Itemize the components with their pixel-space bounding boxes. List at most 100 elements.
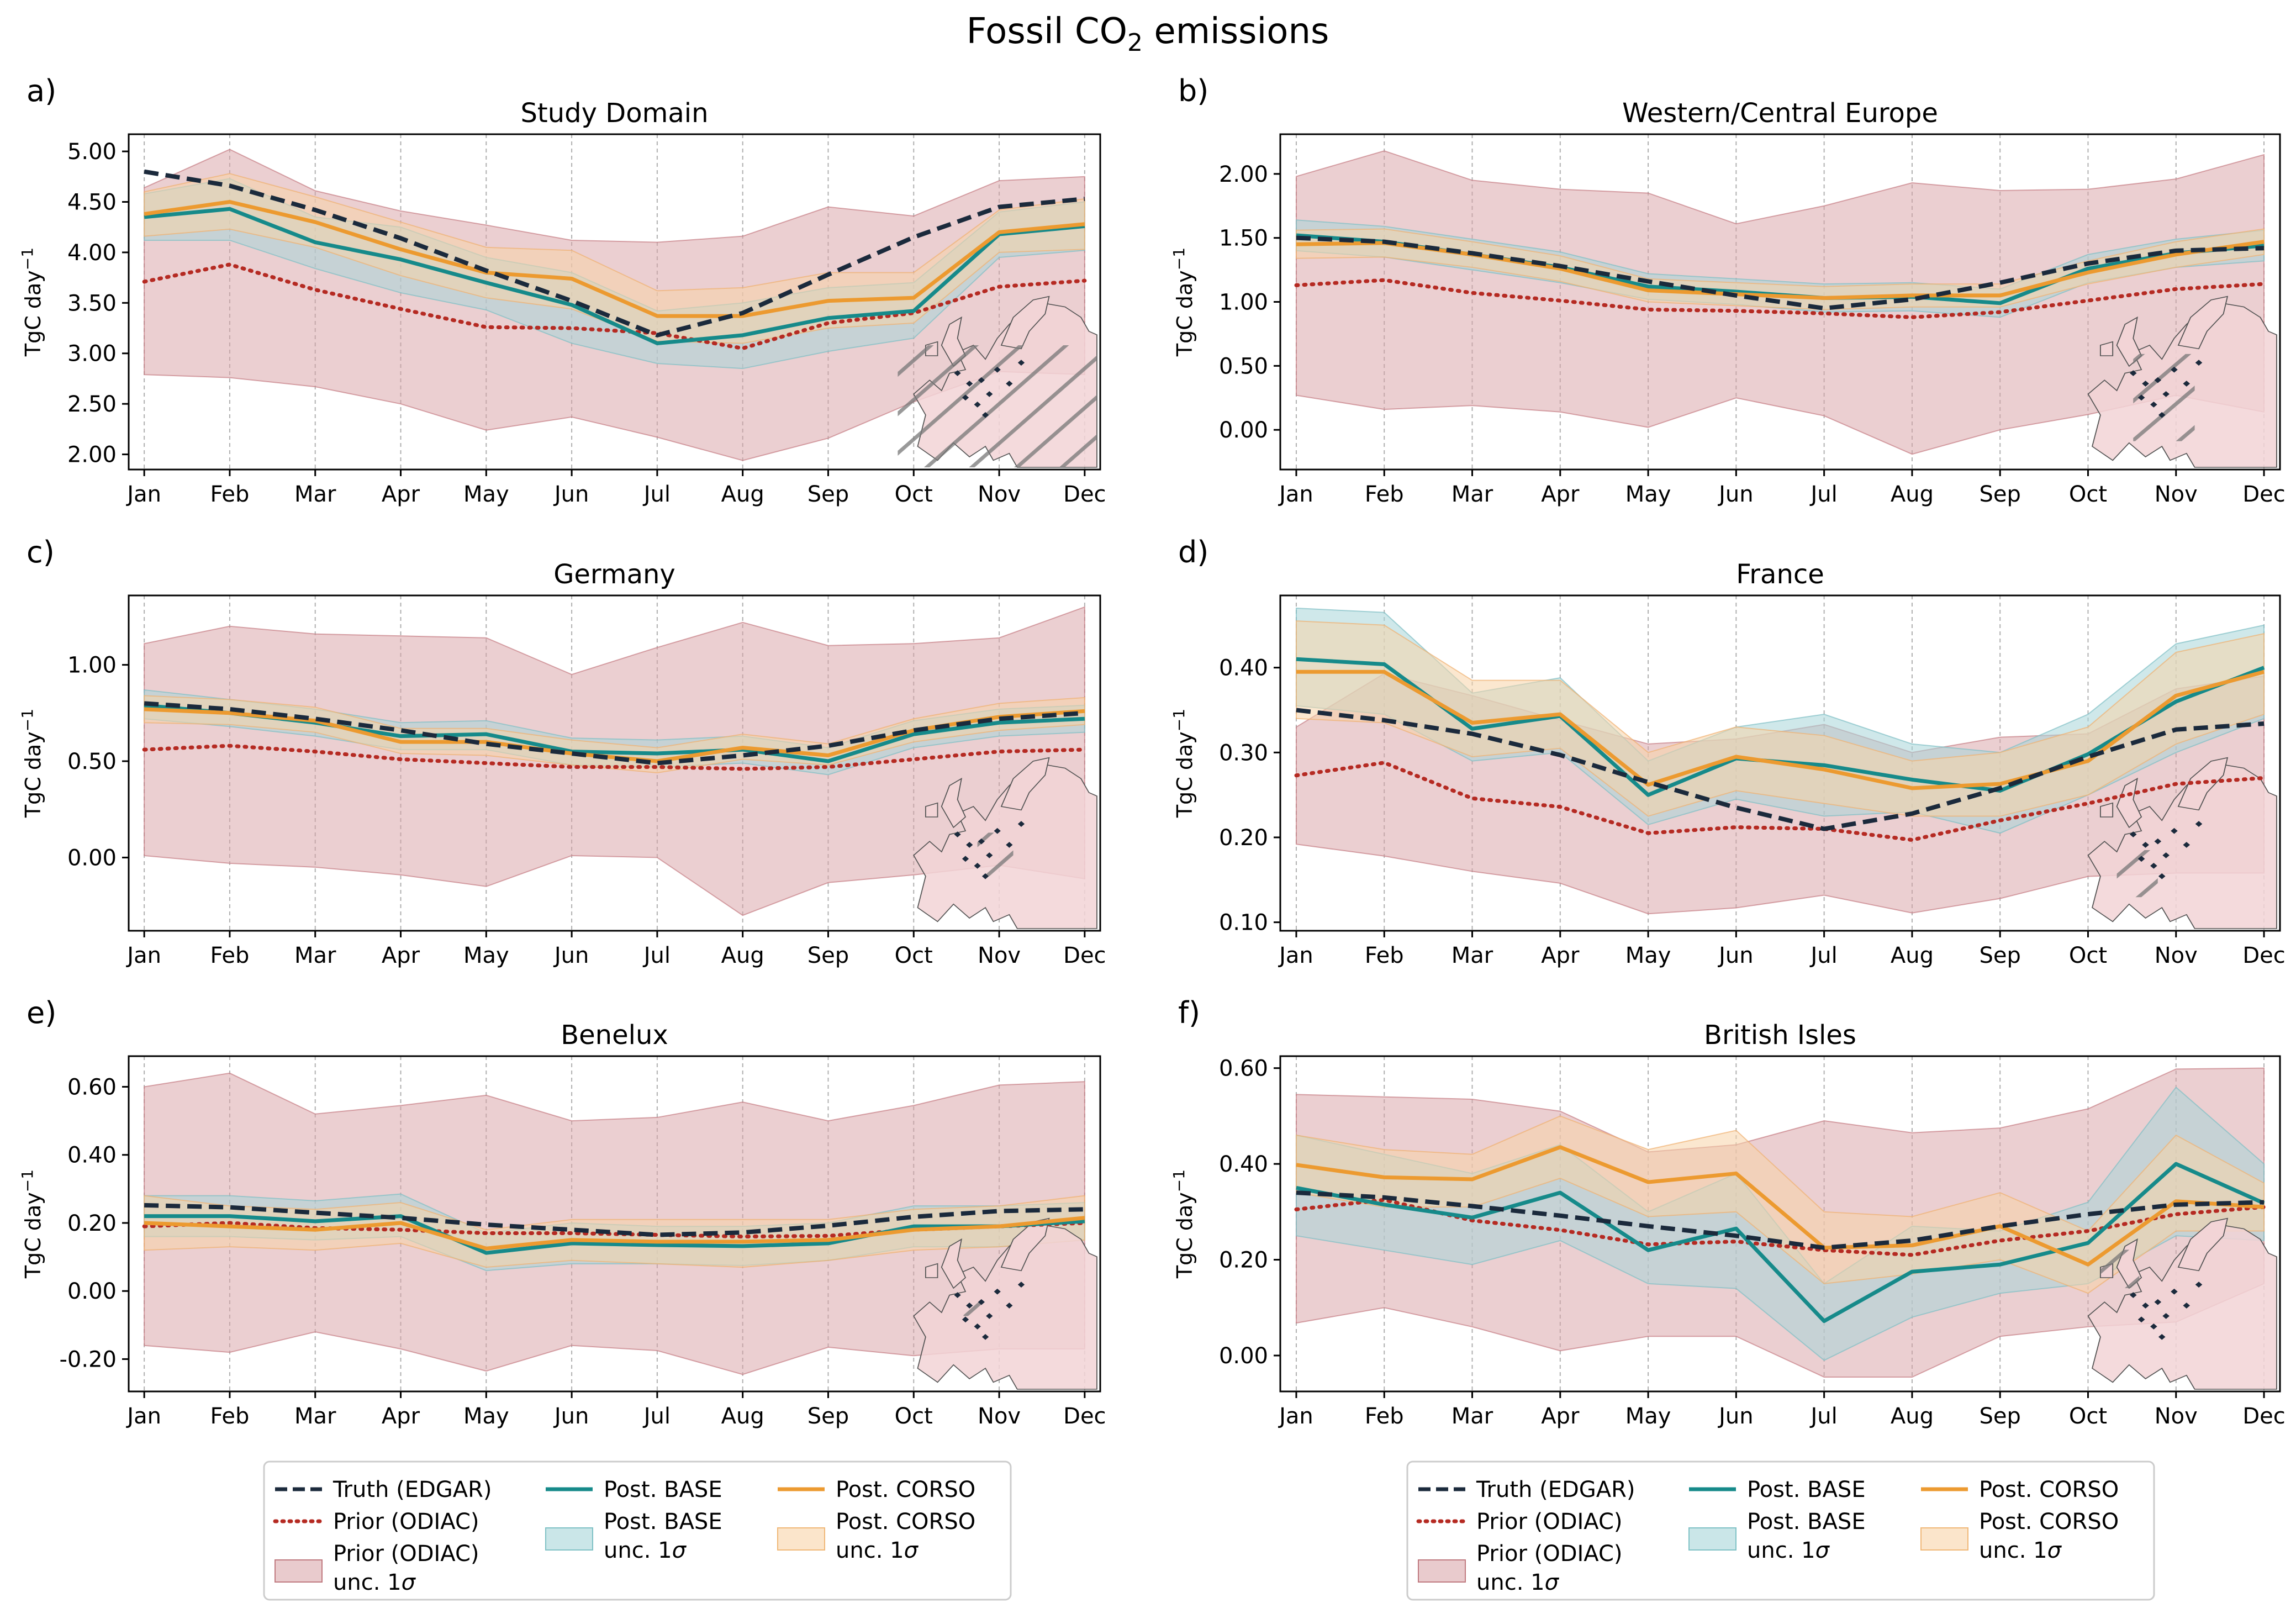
chart-panel-0: Jan Feb Mar Apr May Jun Jul Aug Sep Oct Nov Dec 2.00… xyxy=(18,73,1106,507)
series-line-1 xyxy=(142,262,1087,351)
series-line-3 xyxy=(1296,1145,2265,1267)
y-tick-label: 1.00 xyxy=(67,653,117,678)
axes-frame xyxy=(1279,594,2281,932)
inset-map-hatched-region xyxy=(977,832,1014,877)
series-line-0 xyxy=(1296,1190,2265,1250)
series-line-1 xyxy=(142,744,1087,771)
y-tick-label: 0.00 xyxy=(1219,418,1268,443)
panel-title: France xyxy=(1736,559,1824,590)
legend-prior-unc-label-2: unc. 1σ xyxy=(1476,1570,1560,1595)
panel-letter: a) xyxy=(27,73,56,108)
panel-letter: e) xyxy=(27,995,56,1030)
x-tick-label: Mar xyxy=(294,1404,336,1429)
inset-map-station xyxy=(2137,1316,2145,1323)
inset-map-station xyxy=(978,838,985,845)
x-tick-label: Feb xyxy=(1365,1404,1404,1429)
y-axis-label-sup: −1 xyxy=(18,709,36,731)
legend-corso-unc-swatch xyxy=(1920,1527,1968,1551)
inset-map-station xyxy=(2195,360,2203,366)
legend-frame xyxy=(1406,1460,2155,1601)
plot-area xyxy=(142,134,1097,470)
y-tick-label: 0.00 xyxy=(67,1279,117,1304)
x-tick-label: May xyxy=(1625,482,1671,507)
x-tick-label: Mar xyxy=(1452,482,1493,507)
axes-frame xyxy=(128,133,1101,471)
y-tick-label: -0.20 xyxy=(60,1347,117,1372)
y-axis-label-sup: −1 xyxy=(18,1169,36,1192)
y-axis-label: TgC day−1 xyxy=(1170,709,1197,818)
legend-corso-unc-label-1: Post. CORSO xyxy=(1979,1509,2119,1535)
y-axis-label-main: TgC day xyxy=(21,270,45,357)
y-tick-label: 4.50 xyxy=(67,189,117,215)
x-tick-label: Apr xyxy=(382,482,420,507)
x-tick-label: Aug xyxy=(721,1404,764,1429)
inset-map-station xyxy=(2183,1303,2191,1309)
chart-panel-2: Jan Feb Mar Apr May Jun Jul Aug Sep Oct Nov Dec 0.00… xyxy=(18,535,1106,968)
inset-map-scandinavia xyxy=(2177,296,2229,350)
inset-map-station xyxy=(978,377,985,383)
y-tick-label: 0.40 xyxy=(1219,656,1268,681)
x-tick-label: Oct xyxy=(895,1404,933,1429)
y-tick-label: 0.00 xyxy=(1219,1343,1268,1369)
plot-area xyxy=(142,1056,1097,1391)
x-tick-label: Aug xyxy=(1891,1404,1934,1429)
legend-prior-unc-swatch xyxy=(1418,1559,1466,1583)
series-line-2 xyxy=(144,1214,1085,1255)
x-tick-label: Dec xyxy=(1063,943,1106,968)
legend-corso-unc-label-1: Post. CORSO xyxy=(836,1509,975,1535)
panel-title: Germany xyxy=(553,559,675,590)
x-tick-label: Sep xyxy=(1980,1404,2021,1429)
x-tick-label: Feb xyxy=(210,1404,250,1429)
x-tick-label: Oct xyxy=(895,943,933,968)
inset-map-uk xyxy=(2099,316,2142,367)
inset-map xyxy=(913,1217,1097,1390)
x-tick-label: Jul xyxy=(642,1404,671,1429)
panel-letter: b) xyxy=(1178,73,1208,108)
x-tick-label: Oct xyxy=(895,482,933,507)
chart-panel-4: Jan Feb Mar Apr May Jun Jul Aug Sep Oct Nov Dec -0.2… xyxy=(18,995,1106,1429)
panel-title: Benelux xyxy=(561,1020,668,1051)
legend-truth-label: Truth (EDGAR) xyxy=(1476,1477,1635,1502)
inset-map-scandinavia xyxy=(1000,1217,1050,1272)
plot-area xyxy=(1294,134,2277,470)
x-tick-label: Aug xyxy=(1891,943,1934,968)
x-tick-label: Nov xyxy=(978,1404,1021,1429)
y-axis-label-sup: −1 xyxy=(1170,709,1188,731)
inset-map-station xyxy=(2158,1333,2166,1340)
legend-truth-label: Truth (EDGAR) xyxy=(332,1477,492,1502)
x-tick-label: Aug xyxy=(721,943,764,968)
x-tick-label: Jul xyxy=(1809,1404,1838,1429)
series-line-1 xyxy=(1294,278,2266,319)
y-tick-label: 0.50 xyxy=(67,749,117,774)
inset-map-station xyxy=(962,1316,969,1323)
x-tick-label: Nov xyxy=(2155,943,2198,968)
legend-base-unc-label-1: Post. BASE xyxy=(604,1509,722,1535)
x-tick-label: Mar xyxy=(294,943,336,968)
axes-frame xyxy=(128,1055,1101,1393)
y-axis-label-main: TgC day xyxy=(1173,1192,1197,1279)
legend-corso-label: Post. CORSO xyxy=(1979,1477,2119,1502)
x-tick-label: Jan xyxy=(1278,482,1313,507)
inset-map-station xyxy=(962,394,969,401)
legend-base-unc-label-2: unc. 1σ xyxy=(604,1538,687,1563)
x-tick-label: Sep xyxy=(1980,482,2021,507)
x-tick-label: Sep xyxy=(807,482,849,507)
x-tick-label: Nov xyxy=(2155,1404,2198,1429)
y-tick-label: 0.00 xyxy=(67,845,117,871)
x-tick-label: Jan xyxy=(125,1404,161,1429)
x-tick-label: Apr xyxy=(382,943,420,968)
x-tick-label: Oct xyxy=(2069,1404,2107,1429)
x-tick-label: Jul xyxy=(1809,482,1838,507)
series-line-0 xyxy=(144,1203,1085,1237)
x-tick-label: Apr xyxy=(1541,943,1580,968)
y-axis-label: TgC day−1 xyxy=(18,1169,45,1279)
x-tick-label: Apr xyxy=(1541,1404,1580,1429)
x-tick-label: Feb xyxy=(210,482,250,507)
x-tick-label: Feb xyxy=(210,943,250,968)
x-tick-label: Jul xyxy=(1809,943,1838,968)
inset-map-scandinavia xyxy=(2177,1217,2229,1272)
x-tick-label: Jan xyxy=(1278,1404,1313,1429)
x-tick-label: Jun xyxy=(553,482,589,507)
x-tick-label: Sep xyxy=(1980,943,2021,968)
